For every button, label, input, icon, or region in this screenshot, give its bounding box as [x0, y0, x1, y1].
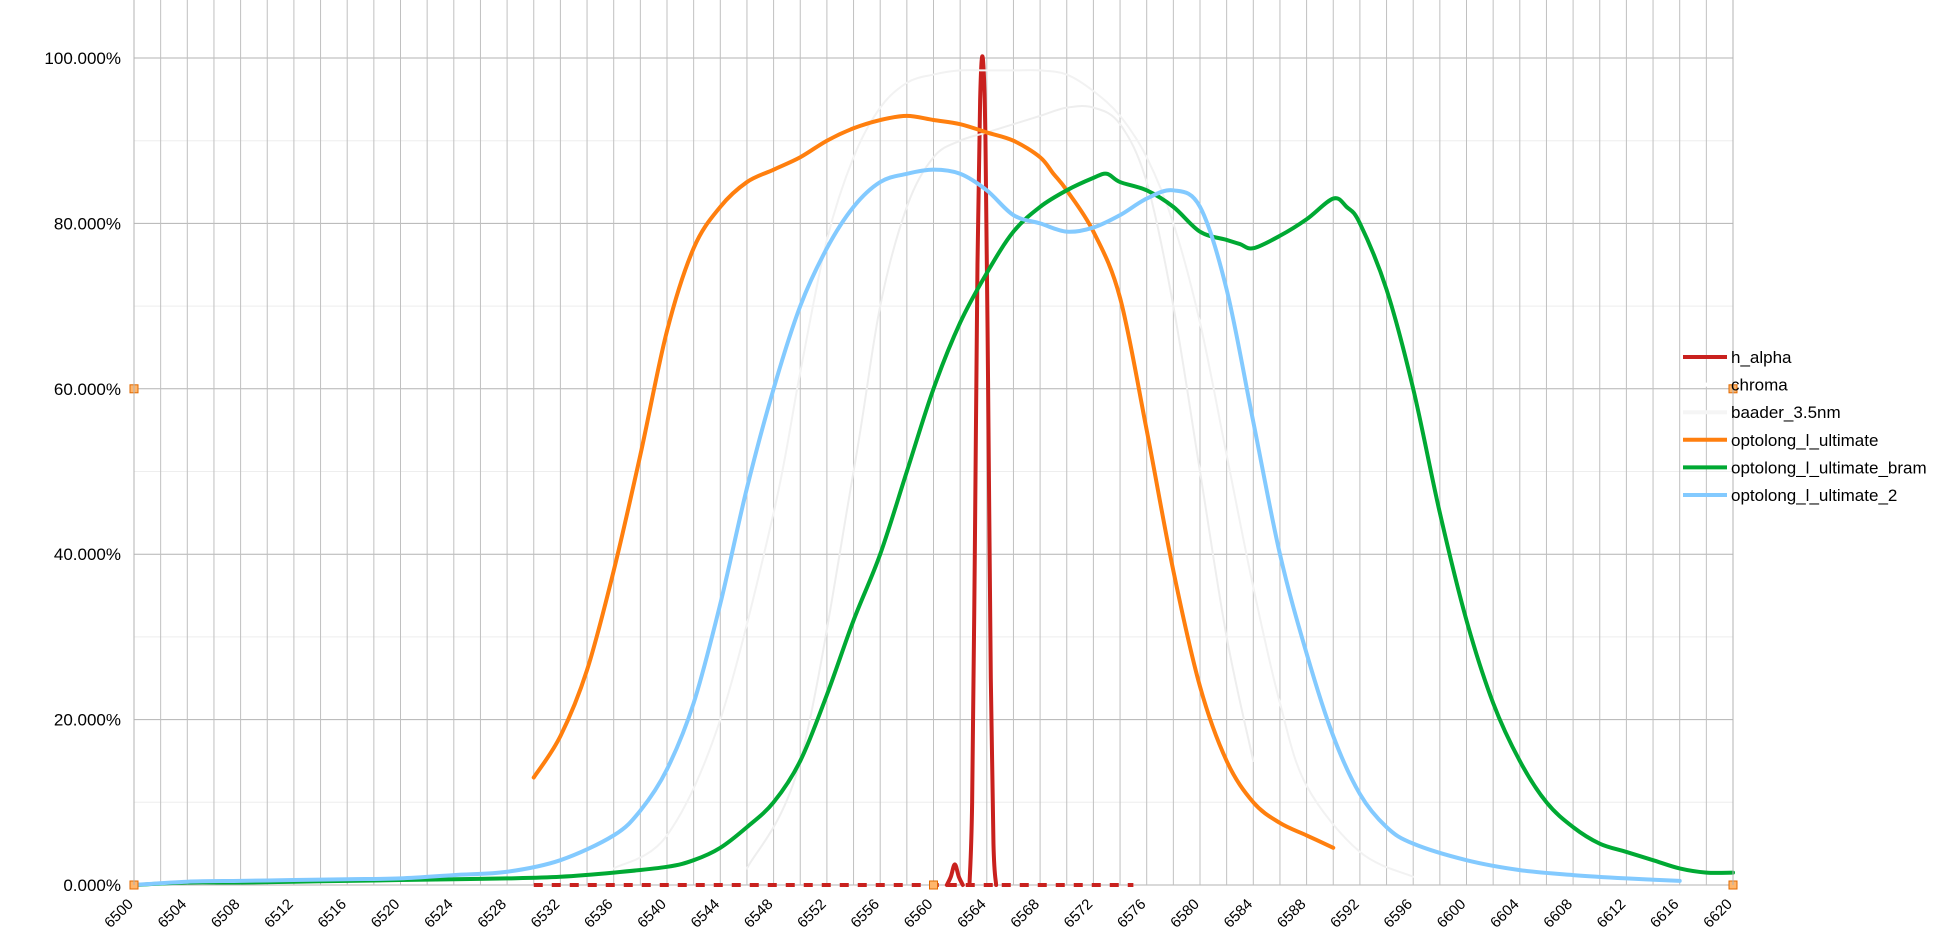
x-tick-label: 6616 [1647, 896, 1683, 932]
x-tick-label: 6532 [528, 896, 564, 932]
x-tick-label: 6592 [1327, 896, 1363, 932]
series-line-optolong-l-ultimate-bram [132, 171, 1735, 887]
x-tick-label: 6596 [1380, 896, 1416, 932]
x-tick-label: 6576 [1114, 896, 1150, 932]
x-tick-label: 6548 [741, 896, 777, 932]
y-tick-label: 80.000% [54, 214, 121, 233]
x-tick-label: 6540 [634, 896, 670, 932]
x-tick-label: 6580 [1167, 896, 1203, 932]
x-tick-label: 6572 [1061, 896, 1097, 932]
x-tick-label: 6560 [901, 896, 937, 932]
x-tick-label: 6520 [368, 896, 404, 932]
x-tick-label: 6604 [1487, 896, 1523, 932]
x-tick-label: 6508 [208, 896, 244, 932]
selection-handle[interactable] [929, 880, 938, 890]
y-tick-label: 20.000% [54, 711, 121, 730]
axes: 0.000% 20.000% 40.000% 60.000% 80.000% 100.00… [44, 0, 1736, 932]
series-line-optolong-l-ultimate [531, 113, 1336, 850]
y-tick-label: 0.000% [63, 876, 121, 895]
series-lines [132, 54, 1735, 887]
x-tick-label: 6608 [1540, 896, 1576, 932]
x-tick-label: 6552 [794, 896, 830, 932]
x-tick-label: 6516 [314, 896, 350, 932]
legend-label: chroma [1731, 376, 1788, 395]
x-tick-label: 6536 [581, 896, 617, 932]
x-tick-label: 6556 [847, 896, 883, 932]
series-line-baader-3-5nm [745, 105, 1255, 870]
series-line-chroma [612, 69, 1415, 878]
y-tick-label: 60.000% [54, 380, 121, 399]
legend-label: baader_3.5nm [1731, 403, 1841, 422]
x-tick-label: 6512 [261, 896, 297, 932]
series-line-optolong-l-ultimate-2 [132, 167, 1682, 887]
x-tick-label: 6584 [1221, 896, 1257, 932]
x-tick-label: 6612 [1594, 896, 1630, 932]
y-tick-label: 100.000% [44, 49, 121, 68]
x-tick-label: 6504 [155, 896, 191, 932]
x-tick-label: 6544 [688, 896, 724, 932]
x-tick-label: 6500 [101, 896, 137, 932]
x-tick-label: 6564 [954, 896, 990, 932]
y-tick-label: 40.000% [54, 545, 121, 564]
legend-label: optolong_l_ultimate [1731, 431, 1878, 450]
grid [133, 0, 1734, 886]
series-line-h-alpha-wing [944, 862, 965, 887]
x-tick-label: 6620 [1700, 896, 1736, 932]
legend-label: optolong_l_ultimate_2 [1731, 486, 1897, 505]
x-tick-label: 6588 [1274, 896, 1310, 932]
legend-label: h_alpha [1731, 348, 1792, 367]
legend-label: optolong_l_ultimate_bram [1731, 458, 1927, 477]
series-line-h-alpha [967, 54, 999, 887]
x-tick-label: 6528 [474, 896, 510, 932]
x-tick-label: 6600 [1434, 896, 1470, 932]
x-tick-label: 6524 [421, 896, 457, 932]
x-tick-label: 6568 [1007, 896, 1043, 932]
